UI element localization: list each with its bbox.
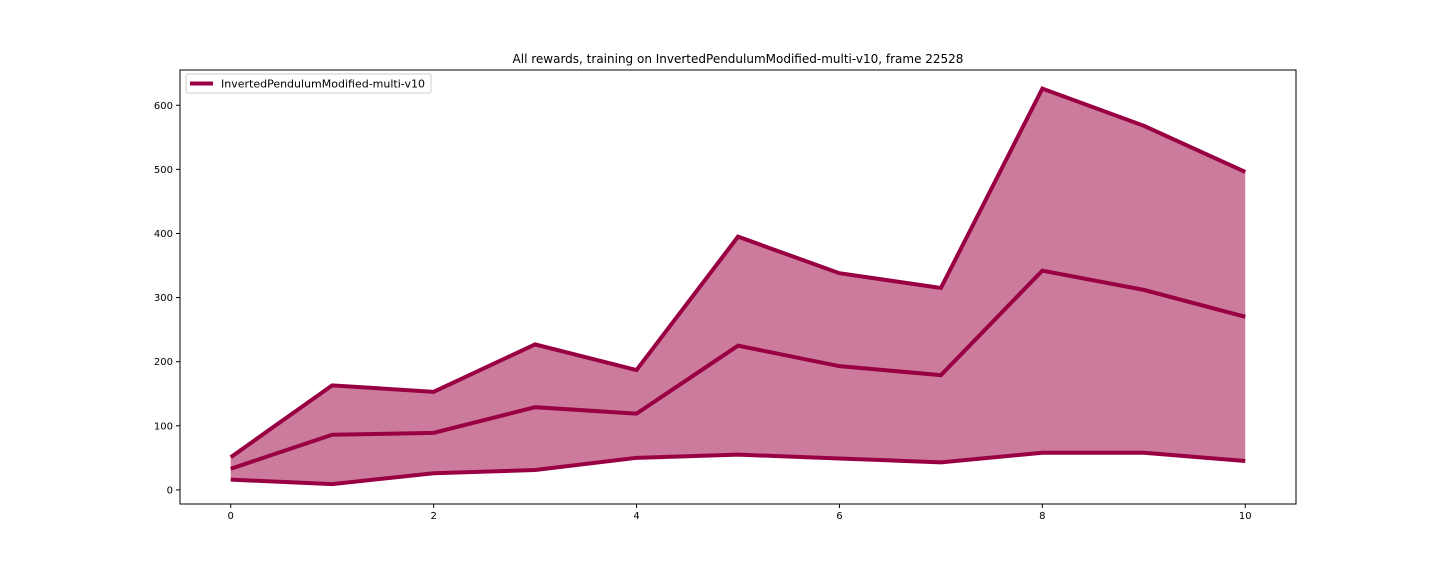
y-tick-label: 100 — [154, 421, 173, 432]
legend: InvertedPendulumModified-multi-v10 — [185, 73, 432, 94]
y-tick-label: 0 — [167, 485, 173, 496]
series-line-min — [230, 450, 1246, 487]
series-line-max — [229, 86, 1247, 459]
x-tick-label: 10 — [1239, 511, 1252, 522]
plot-frame — [179, 69, 1297, 505]
y-tick-label: 500 — [154, 165, 173, 176]
y-tick-label: 400 — [154, 229, 173, 240]
x-tick-label: 8 — [1039, 511, 1045, 522]
chart-title: All rewards, training on InvertedPendulu… — [513, 52, 964, 66]
y-tick-label: 200 — [154, 357, 173, 368]
x-tick-label: 4 — [633, 511, 639, 522]
x-tick-label: 6 — [836, 511, 842, 522]
series-line-mean — [230, 268, 1246, 471]
x-tick-label: 2 — [430, 511, 436, 522]
legend-box — [185, 73, 432, 94]
legend-label: InvertedPendulumModified-multi-v10 — [221, 78, 425, 91]
y-tick-label: 600 — [154, 101, 173, 112]
x-tick-label: 0 — [228, 511, 234, 522]
y-tick-label: 300 — [154, 293, 173, 304]
fill-band-min-max — [230, 88, 1246, 485]
